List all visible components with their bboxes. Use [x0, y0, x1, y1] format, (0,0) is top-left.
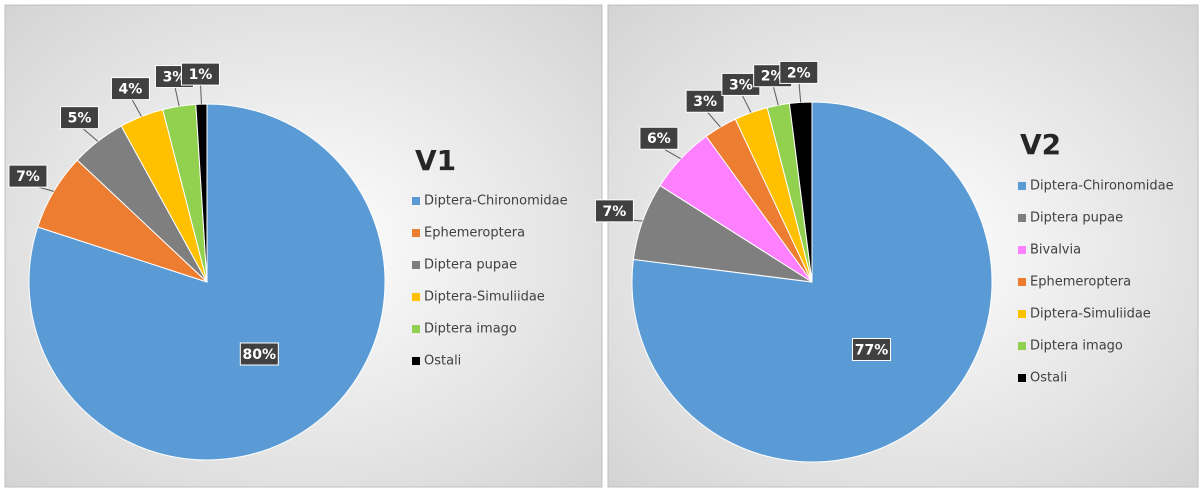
leader-line — [772, 83, 779, 106]
data-label: 2% — [787, 65, 811, 81]
legend-marker — [1018, 214, 1026, 222]
chart-title: V2 — [1020, 128, 1061, 161]
legend-marker — [1018, 374, 1026, 382]
pie-slice — [28, 103, 386, 461]
legend-marker — [412, 293, 420, 301]
data-label-box — [594, 199, 634, 223]
data-label-box — [239, 342, 279, 366]
legend-label: Diptera-Simuliidae — [424, 290, 545, 305]
legend-marker — [1018, 342, 1026, 350]
legend-label: Diptera-Chironomidae — [1030, 179, 1174, 194]
leader-line — [199, 82, 202, 105]
legend-marker — [1018, 278, 1026, 286]
data-label: 7% — [603, 204, 627, 220]
data-label-box — [639, 126, 679, 150]
data-label-box — [779, 60, 819, 84]
legend-marker — [412, 357, 420, 365]
legend-label: Diptera-Simuliidae — [1030, 307, 1151, 322]
pie-slice — [631, 101, 993, 463]
data-label: 1% — [189, 67, 213, 83]
legend-marker — [412, 325, 420, 333]
legend-label: Bivalvia — [1030, 243, 1081, 258]
data-label: 3% — [163, 70, 187, 86]
data-label: 3% — [729, 77, 753, 93]
legend-marker — [1018, 310, 1026, 318]
legend-label: Diptera pupae — [424, 258, 517, 273]
legend-label: Ostali — [424, 354, 461, 369]
leader-line — [798, 80, 802, 103]
data-label: 6% — [647, 131, 671, 147]
legend-marker — [412, 197, 420, 205]
data-label: 5% — [68, 111, 92, 127]
data-label: 2% — [761, 69, 785, 85]
data-label: 3% — [693, 94, 717, 110]
legend-marker — [1018, 246, 1026, 254]
data-label-box — [685, 89, 725, 113]
chart-title: V1 — [415, 144, 456, 177]
legend-label: Diptera pupae — [1030, 211, 1123, 226]
legend-label: Ephemeroptera — [424, 226, 525, 241]
data-label: 7% — [16, 169, 40, 185]
data-label: 77% — [855, 343, 889, 359]
legend-marker — [1018, 182, 1026, 190]
legend-label: Diptera imago — [424, 322, 517, 337]
data-label-box — [60, 106, 100, 130]
data-label-box — [110, 77, 150, 101]
data-label-box — [852, 338, 892, 362]
data-label-box — [8, 164, 48, 188]
legend-label: Ostali — [1030, 371, 1067, 386]
legend-label: Ephemeroptera — [1030, 275, 1131, 290]
legend-marker — [412, 261, 420, 269]
legend-label: Diptera-Chironomidae — [424, 194, 568, 209]
data-label: 4% — [119, 82, 143, 98]
legend-label: Diptera imago — [1030, 339, 1123, 354]
legend-marker — [412, 229, 420, 237]
leader-line — [173, 84, 180, 107]
data-label: 80% — [243, 347, 277, 363]
data-label-box — [180, 62, 220, 86]
